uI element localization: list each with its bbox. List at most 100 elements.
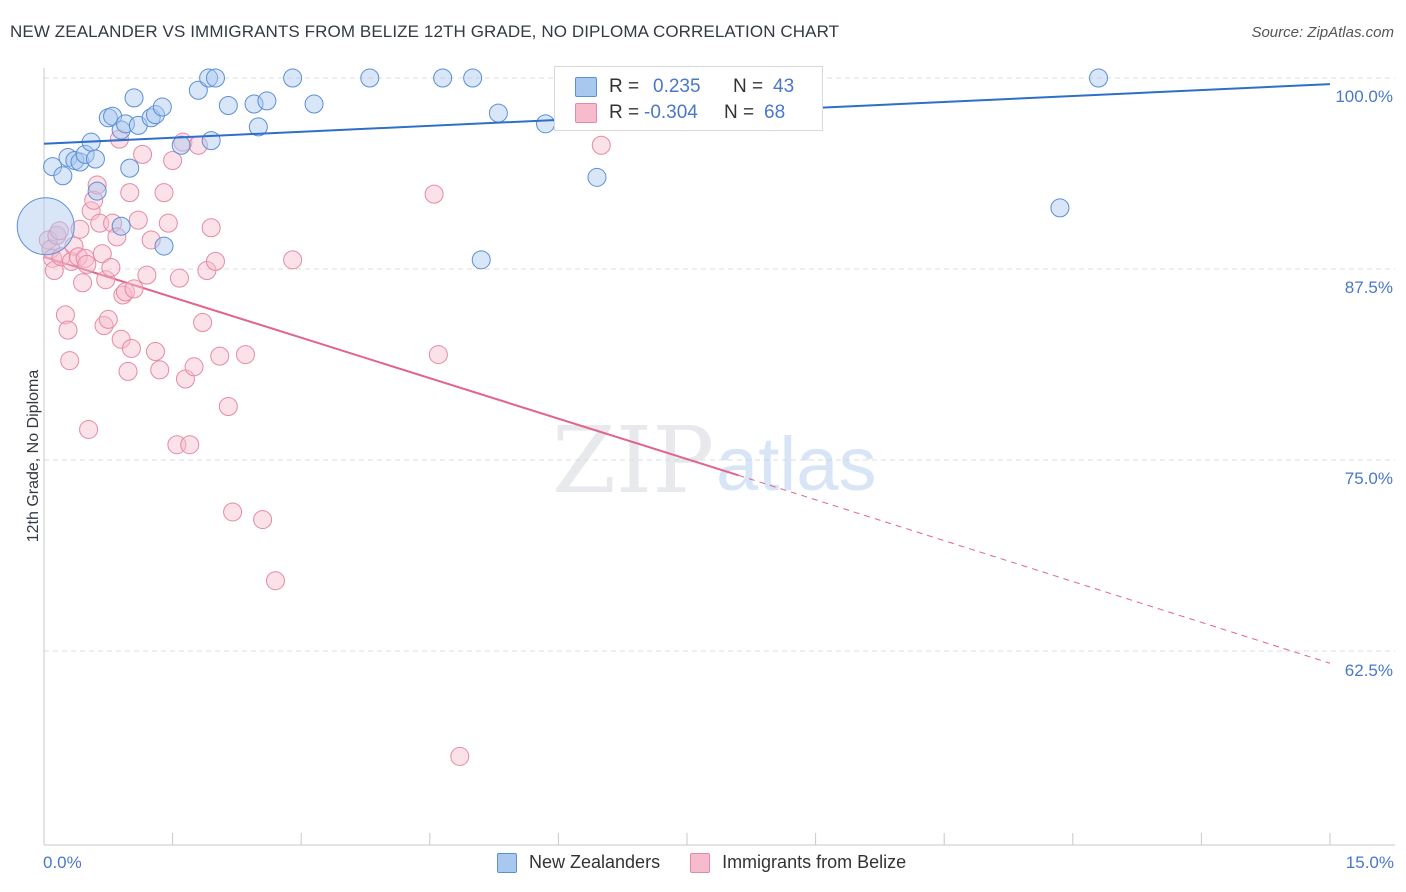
data-point-belize [87, 175, 107, 195]
data-point-new-zealander [283, 68, 303, 88]
legend-label-new-zealanders: New Zealanders [529, 852, 661, 872]
data-point-new-zealander [1050, 198, 1070, 218]
legend-n-label: N = [733, 76, 764, 97]
data-point-belize [235, 345, 255, 365]
data-point-belize [591, 135, 611, 155]
data-point-belize [49, 221, 69, 241]
series-legend: New Zealanders Immigrants from Belize [497, 852, 936, 873]
data-point-new-zealander [471, 250, 491, 270]
data-point-belize [77, 254, 97, 274]
data-point-new-zealander [124, 88, 144, 108]
data-point-belize [210, 346, 230, 366]
trend-lines-belize [43, 255, 1331, 664]
data-point-new-zealander [218, 96, 238, 116]
legend-swatch-blue [497, 852, 517, 873]
legend-r-label: R = [609, 76, 640, 97]
legend-swatch-pink [690, 852, 711, 873]
data-point-belize [265, 571, 285, 591]
data-point-new-zealander [244, 94, 264, 114]
y-tick-label-100: 100.0% [1335, 87, 1393, 106]
data-point-belize [92, 244, 112, 264]
trend-line-belize-extension [738, 474, 1331, 664]
data-point-new-zealander [152, 97, 172, 117]
source-label: Source: ZipAtlas.com [1251, 24, 1394, 41]
y-tick-label-62-5: 62.5% [1344, 661, 1393, 680]
data-point-belize [128, 210, 148, 230]
data-point-new-zealander [360, 68, 380, 88]
data-point-belize [58, 320, 78, 340]
grid-lines [44, 77, 1395, 652]
data-point-belize [253, 510, 273, 530]
x-tick-label-min: 0.0% [43, 853, 82, 872]
data-point-belize [145, 342, 165, 362]
data-point-new-zealander [248, 117, 268, 137]
data-point-belize [201, 218, 221, 238]
data-point-belize [44, 261, 64, 281]
legend-swatch-blue [575, 77, 597, 97]
data-point-belize [154, 183, 174, 203]
data-point-belize [55, 305, 75, 325]
watermark-atlas: atlas [716, 422, 877, 507]
data-point-new-zealander [433, 68, 453, 88]
data-point-new-zealander [53, 166, 73, 186]
data-point-belize [163, 151, 183, 171]
y-axis-label: 12th Grade, No Diploma [25, 369, 42, 543]
data-point-new-zealander [1089, 68, 1109, 88]
data-point-belize [218, 397, 238, 417]
data-point-belize [424, 184, 444, 204]
data-point-belize [283, 250, 303, 270]
data-point-new-zealander [75, 144, 95, 164]
data-point-new-zealander [145, 105, 165, 125]
data-point-new-zealander [257, 91, 277, 111]
data-point-new-zealander [188, 80, 208, 100]
data-point-new-zealander [463, 68, 483, 88]
data-point-new-zealander [87, 181, 107, 201]
data-point-belize [158, 213, 178, 233]
data-point-belize [205, 251, 225, 271]
data-point-new-zealander [111, 216, 131, 236]
watermark: ZIP atlas [552, 407, 877, 514]
series-immigrants-from-belize [38, 129, 611, 766]
data-point-belize [70, 219, 90, 239]
data-point-belize [101, 257, 121, 277]
data-point-new-zealander [120, 158, 140, 178]
data-point-belize [113, 285, 133, 305]
data-point-belize [73, 273, 93, 293]
data-point-belize [137, 265, 157, 285]
legend-row-new-zealanders: R = 0.235 N = 43 [575, 75, 794, 99]
legend-item-new-zealanders[interactable]: New Zealanders [497, 852, 660, 873]
legend-swatch-pink [575, 103, 597, 123]
data-point-new-zealander [199, 68, 219, 88]
legend-item-belize[interactable]: Immigrants from Belize [690, 852, 906, 873]
data-point-belize [450, 746, 470, 766]
data-point-belize [124, 279, 144, 299]
data-point-belize [150, 360, 170, 380]
data-point-belize [193, 312, 213, 332]
y-tick-label-87-5: 87.5% [1344, 278, 1393, 297]
data-point-new-zealander [488, 103, 508, 123]
axes [43, 68, 1395, 846]
data-point-new-zealander [205, 68, 225, 88]
data-point-belize [79, 419, 99, 439]
y-tick-label-75: 75.0% [1344, 469, 1393, 488]
data-point-new-zealander [304, 94, 324, 114]
data-point-new-zealander [171, 135, 191, 155]
legend-n-value: 43 [773, 76, 795, 97]
x-tick-label-max: 15.0% [1345, 853, 1394, 872]
legend-n-label: N = [724, 102, 755, 123]
chart-title: NEW ZEALANDER VS IMMIGRANTS FROM BELIZE … [10, 22, 840, 41]
legend-r-value: -0.304 [644, 102, 698, 123]
data-point-new-zealander [536, 114, 556, 134]
data-point-new-zealander [85, 149, 105, 169]
data-point-belize [223, 502, 243, 522]
legend-r-value: 0.235 [653, 76, 701, 97]
data-point-belize [98, 309, 118, 329]
trend-line-belize [43, 255, 739, 477]
legend-r-label: R = [609, 102, 640, 123]
correlation-legend: R = 0.235 N = 43 R = -0.304 N = 68 [554, 66, 823, 131]
data-point-belize [96, 270, 116, 290]
data-point-belize [120, 183, 140, 203]
legend-row-belize: R = -0.304 N = 68 [575, 101, 785, 125]
data-point-belize [184, 357, 204, 377]
